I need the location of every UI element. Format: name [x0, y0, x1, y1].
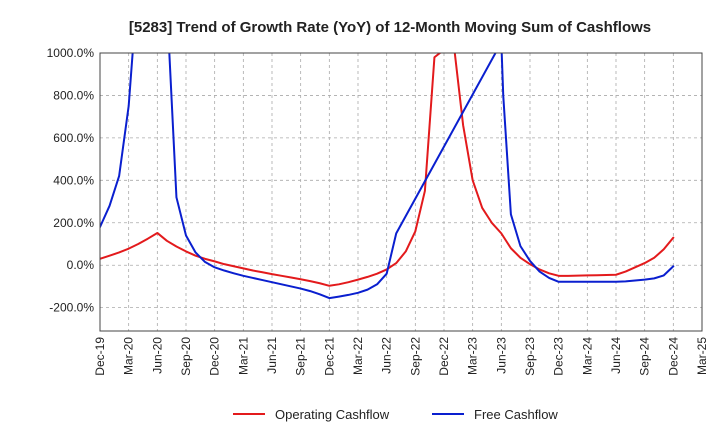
y-tick-label: 0.0%	[67, 258, 95, 272]
x-tick-label: Dec-19	[93, 337, 107, 376]
y-tick-label: -200.0%	[49, 301, 94, 315]
plot-frame	[99, 52, 703, 332]
x-tick-label: Mar-24	[580, 337, 594, 375]
x-tick-label: Sep-20	[179, 337, 193, 376]
x-tick-label: Dec-22	[437, 337, 451, 376]
x-tick-label: Dec-21	[322, 337, 336, 376]
series-line-operating-cashflow	[100, 53, 675, 287]
legend: Operating Cashflow Free Cashflow	[233, 407, 558, 422]
y-tick-label: 600.0%	[53, 131, 94, 145]
x-tick-label: Dec-23	[552, 337, 566, 376]
x-tick-label: Sep-24	[638, 337, 652, 376]
x-tick-label: Sep-23	[523, 337, 537, 376]
x-tick-label: Sep-21	[294, 337, 308, 376]
x-tick-label: Jun-21	[265, 337, 279, 374]
x-tick-label: Mar-20	[122, 337, 136, 375]
x-tick-label: Dec-24	[666, 337, 680, 376]
y-tick-label: 400.0%	[53, 173, 94, 187]
x-tick-label: Mar-21	[236, 337, 250, 375]
x-tick-label: Jun-24	[609, 337, 623, 374]
x-tick-label: Dec-20	[208, 337, 222, 376]
x-tick-label: Mar-25	[695, 337, 709, 375]
series-lines	[100, 53, 675, 300]
x-tick-label: Jun-22	[380, 337, 394, 374]
x-tick-label: Jun-20	[150, 337, 164, 374]
y-tick-label: 800.0%	[53, 88, 94, 102]
x-tick-label: Sep-22	[408, 337, 422, 376]
chart-title: [5283] Trend of Growth Rate (YoY) of 12-…	[129, 19, 651, 36]
y-axis-ticks: 1000.0% 800.0% 600.0% 400.0% 200.0% 0.0% -200.…	[47, 46, 95, 315]
grid-lines	[99, 52, 703, 331]
plot-area	[100, 53, 675, 300]
x-axis-ticks: Dec-19 Mar-20 Jun-20 Sep-20 Dec-20 Mar-21 Jun-…	[93, 337, 709, 376]
legend-label: Free Cashflow	[474, 407, 558, 422]
x-tick-label: Jun-23	[494, 337, 508, 374]
series-line-free-cashflow	[100, 53, 675, 300]
x-tick-label: Mar-22	[351, 337, 365, 375]
legend-label: Operating Cashflow	[275, 407, 390, 422]
x-tick-label: Mar-23	[466, 337, 480, 375]
y-tick-label: 200.0%	[53, 216, 94, 230]
y-tick-label: 1000.0%	[47, 46, 95, 60]
